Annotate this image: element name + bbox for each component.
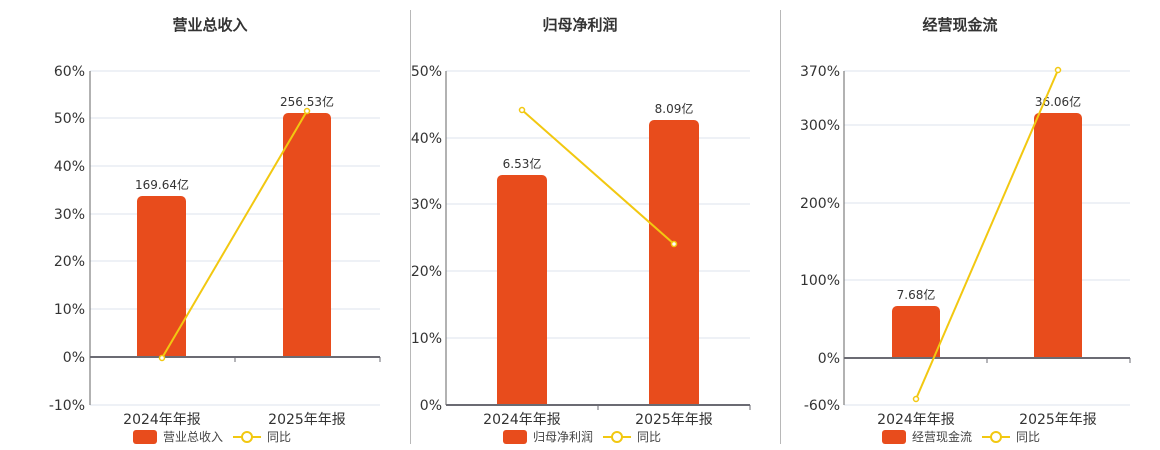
legend-label-bar[interactable]: 营业总收入 — [163, 430, 224, 444]
bar-2025 — [283, 113, 331, 357]
yoy-line — [161, 110, 308, 359]
svg-text:0%: 0% — [420, 398, 442, 414]
bar-legend-swatch — [882, 429, 906, 444]
bar-value-label: 256.53亿 — [280, 94, 334, 109]
chart-plot: 370% 300% 200% 100% 0% -60% 7.68亿 36.06亿… — [800, 64, 1131, 428]
bar-legend-swatch — [133, 429, 157, 444]
line-legend-icon — [603, 430, 632, 444]
svg-text:370%: 370% — [800, 64, 840, 80]
chart-panel-net-profit: 归母净利润 50% 40% 30% 20% 10% 0% 6.53亿 8.09亿… — [400, 0, 770, 450]
legend-label-line[interactable]: 同比 — [637, 430, 662, 444]
svg-text:-60%: -60% — [804, 398, 840, 414]
svg-text:10%: 10% — [54, 302, 85, 318]
svg-text:50%: 50% — [411, 64, 442, 80]
yoy-line — [521, 109, 675, 245]
x-tick-label: 2025年年报 — [635, 412, 713, 428]
line-legend-icon — [233, 430, 262, 444]
x-tick-label: 2025年年报 — [268, 412, 346, 428]
svg-text:0%: 0% — [63, 350, 85, 366]
svg-text:60%: 60% — [54, 64, 85, 80]
x-tick-label: 2024年年报 — [483, 412, 561, 428]
bar-value-label: 7.68亿 — [897, 287, 936, 302]
legend-label-line[interactable]: 同比 — [267, 430, 292, 444]
legend-label-bar[interactable]: 归母净利润 — [533, 430, 594, 444]
chart-panel-operating-cash-flow: 经营现金流 370% 300% 200% 100% 0% -60% 7.68亿 … — [770, 0, 1160, 450]
svg-text:0%: 0% — [818, 351, 840, 367]
legend-label-line[interactable]: 同比 — [1016, 430, 1041, 444]
svg-text:10%: 10% — [411, 331, 442, 347]
bar-2024 — [892, 306, 940, 358]
bar-2025 — [649, 120, 699, 405]
bar-2024 — [137, 196, 186, 357]
x-tick-label: 2025年年报 — [1019, 412, 1097, 428]
bar-2025 — [1034, 113, 1082, 358]
y-tick-labels: 60% 50% 40% 30% 20% 10% 0% -10% — [49, 64, 85, 414]
yoy-line — [915, 69, 1059, 400]
chart-title: 经营现金流 — [922, 16, 998, 34]
svg-text:200%: 200% — [800, 196, 840, 212]
bar-value-label: 6.53亿 — [503, 156, 542, 171]
svg-text:30%: 30% — [411, 197, 442, 213]
svg-text:20%: 20% — [54, 254, 85, 270]
svg-text:40%: 40% — [54, 159, 85, 175]
svg-text:20%: 20% — [411, 264, 442, 280]
svg-text:40%: 40% — [411, 131, 442, 147]
legend-label-bar[interactable]: 经营现金流 — [912, 430, 973, 444]
legend[interactable]: 经营现金流 同比 — [882, 428, 1040, 445]
svg-text:300%: 300% — [800, 118, 840, 134]
grid-lines — [90, 70, 380, 406]
bar-legend-swatch — [503, 429, 527, 444]
bar-2024 — [497, 175, 547, 405]
chart-panel-revenue: 营业总收入 60% 50% 40% 30% 20% 10% 0% -10% 16… — [0, 0, 400, 450]
chart-plot: 60% 50% 40% 30% 20% 10% 0% -10% 169.64亿 … — [49, 64, 381, 428]
bar-value-label: 8.09亿 — [655, 101, 694, 116]
svg-text:50%: 50% — [54, 111, 85, 127]
bar-value-label: 169.64亿 — [135, 177, 189, 192]
panel-divider — [780, 10, 781, 444]
svg-text:30%: 30% — [54, 207, 85, 223]
x-tick-label: 2024年年报 — [877, 412, 955, 428]
legend[interactable]: 归母净利润 同比 — [503, 428, 661, 445]
legend[interactable]: 营业总收入 同比 — [133, 428, 291, 445]
chart-plot: 50% 40% 30% 20% 10% 0% 6.53亿 8.09亿 2024年… — [411, 64, 751, 428]
chart-title: 营业总收入 — [172, 16, 248, 34]
panel-divider — [410, 10, 411, 444]
line-legend-icon — [982, 430, 1011, 444]
x-tick-label: 2024年年报 — [123, 412, 201, 428]
svg-text:100%: 100% — [800, 273, 840, 289]
svg-text:-10%: -10% — [49, 398, 85, 414]
chart-title: 归母净利润 — [542, 16, 618, 34]
